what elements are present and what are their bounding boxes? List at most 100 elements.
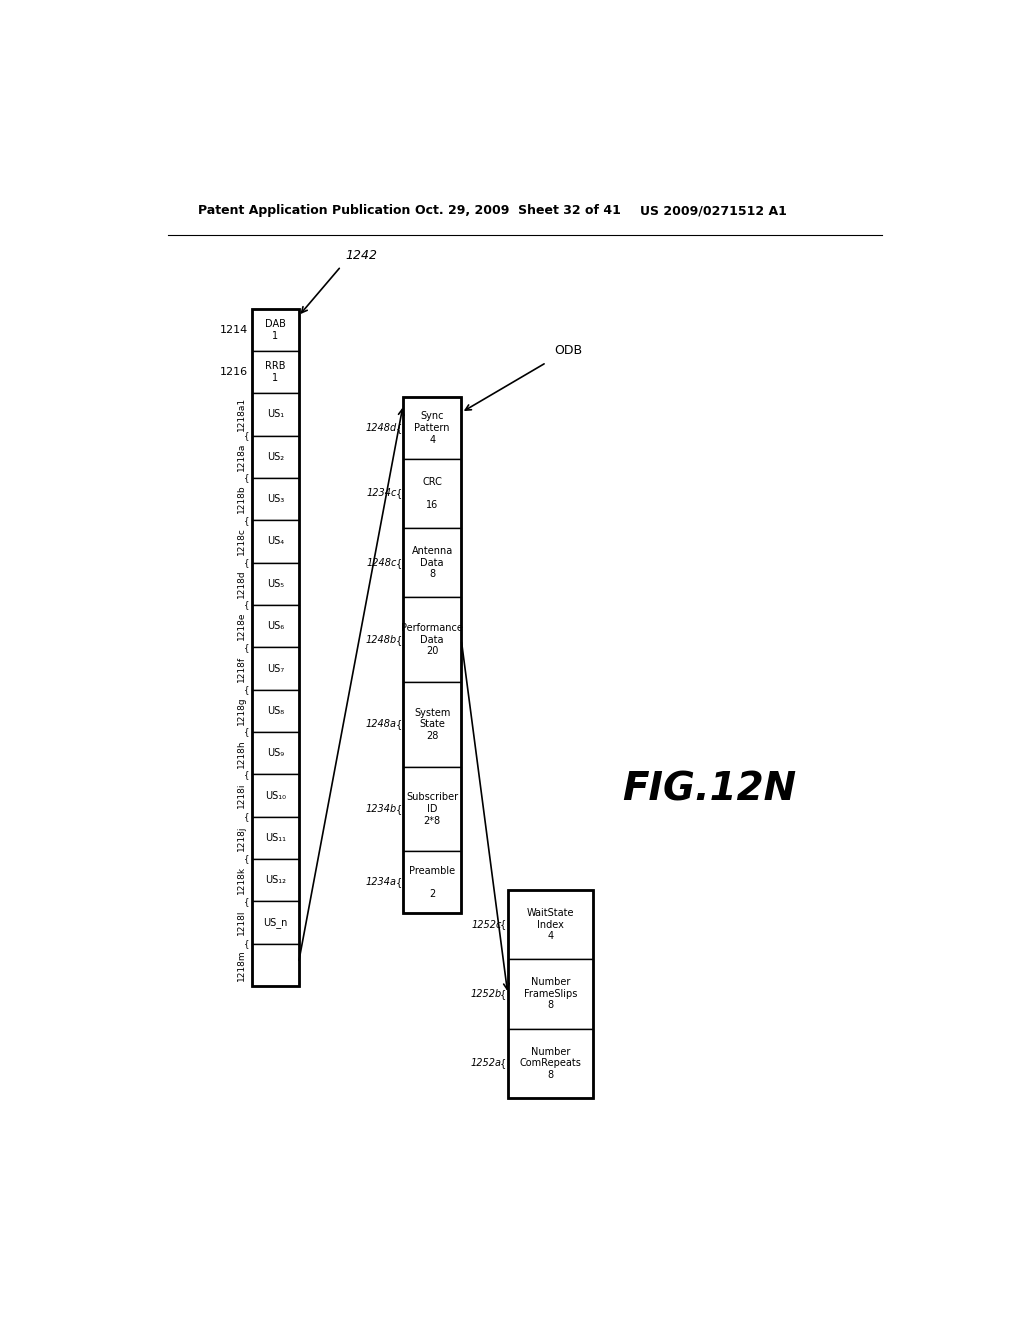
Text: 1252c: 1252c [471, 920, 502, 929]
Text: 1218f: 1218f [237, 656, 246, 681]
Bar [252, 605, 299, 647]
Text: Number
ComRepeats
8: Number ComRepeats 8 [519, 1047, 582, 1080]
Bar [252, 562, 299, 605]
Bar [403, 397, 461, 459]
Bar [508, 890, 593, 960]
Text: 1242: 1242 [345, 249, 377, 263]
Text: 1218d: 1218d [237, 569, 246, 598]
Text: Subscriber
ID
2*8: Subscriber ID 2*8 [407, 792, 459, 825]
Text: {: { [245, 770, 250, 779]
Bar [252, 902, 299, 944]
Text: 1218j: 1218j [237, 825, 246, 850]
Text: Oct. 29, 2009  Sheet 32 of 41: Oct. 29, 2009 Sheet 32 of 41 [415, 205, 621, 218]
Text: 1216: 1216 [220, 367, 248, 378]
Text: {: { [245, 898, 250, 906]
Bar [403, 528, 461, 597]
Text: {: { [245, 727, 250, 737]
Bar [403, 597, 461, 682]
Text: {: { [395, 804, 401, 814]
Bar [252, 351, 299, 393]
Text: RRB
1: RRB 1 [265, 362, 286, 383]
Bar [252, 520, 299, 562]
Bar [252, 689, 299, 733]
Text: US₈: US₈ [266, 706, 284, 715]
Text: 1248c: 1248c [367, 557, 397, 568]
Text: Sync
Pattern
4: Sync Pattern 4 [415, 412, 450, 445]
Bar [252, 436, 299, 478]
Text: 1218e: 1218e [237, 612, 246, 640]
Text: {: { [395, 557, 401, 568]
Bar [252, 478, 299, 520]
Bar [403, 767, 461, 851]
Text: Patent Application Publication: Patent Application Publication [198, 205, 411, 218]
Bar [252, 775, 299, 817]
Text: US_n: US_n [263, 917, 288, 928]
Bar [252, 309, 299, 986]
Text: 1218l: 1218l [237, 909, 246, 936]
Bar [252, 859, 299, 902]
Text: Preamble

2: Preamble 2 [410, 866, 456, 899]
Text: US₁₀: US₁₀ [265, 791, 286, 800]
Bar [403, 682, 461, 767]
Text: 1234b: 1234b [366, 804, 397, 814]
Bar [252, 817, 299, 859]
Text: 1218c: 1218c [237, 528, 246, 556]
Text: US₉: US₉ [266, 748, 284, 758]
Text: {: { [245, 558, 250, 568]
Bar [252, 647, 299, 689]
Text: US₅: US₅ [266, 579, 284, 589]
Text: DAB
1: DAB 1 [265, 319, 286, 341]
Text: US 2009/0271512 A1: US 2009/0271512 A1 [640, 205, 786, 218]
Text: WaitState
Index
4: WaitState Index 4 [526, 908, 574, 941]
Text: FIG.12N: FIG.12N [623, 771, 797, 809]
Text: 1248d: 1248d [366, 422, 397, 433]
Text: {: { [500, 989, 506, 999]
Text: {: { [245, 601, 250, 610]
Text: US₁: US₁ [266, 409, 284, 420]
Text: {: { [245, 940, 250, 948]
Text: {: { [245, 474, 250, 482]
Bar [252, 309, 299, 351]
Bar [252, 733, 299, 775]
Text: {: { [395, 488, 401, 499]
Text: 1218k: 1218k [237, 866, 246, 895]
Bar [403, 459, 461, 528]
Text: 1218i: 1218i [237, 783, 246, 808]
Text: Number
FrameSlips
8: Number FrameSlips 8 [523, 977, 578, 1010]
Text: {: { [245, 812, 250, 821]
Text: {: { [500, 920, 506, 929]
Text: 1218a: 1218a [237, 442, 246, 471]
Text: 1218b: 1218b [237, 484, 246, 513]
Text: {: { [500, 1059, 506, 1068]
Text: {: { [395, 422, 401, 433]
Text: {: { [245, 516, 250, 525]
Text: US₁₁: US₁₁ [265, 833, 286, 843]
Text: 1234a: 1234a [366, 878, 397, 887]
Text: US₆: US₆ [266, 622, 284, 631]
Text: {: { [395, 878, 401, 887]
Text: {: { [395, 635, 401, 644]
Text: 1252b: 1252b [470, 989, 502, 999]
Text: {: { [395, 719, 401, 730]
Text: US₄: US₄ [266, 536, 284, 546]
Text: {: { [245, 685, 250, 694]
Text: Antenna
Data
8: Antenna Data 8 [412, 546, 453, 579]
Text: {: { [245, 432, 250, 440]
Text: CRC

16: CRC 16 [422, 477, 442, 510]
Bar [508, 960, 593, 1028]
Text: US₇: US₇ [266, 664, 284, 673]
Text: ODB: ODB [554, 345, 583, 358]
Text: 1218a1: 1218a1 [237, 397, 246, 432]
Bar [252, 944, 299, 986]
Text: 1248a: 1248a [366, 719, 397, 730]
Text: 1252a: 1252a [471, 1059, 502, 1068]
Text: 1218h: 1218h [237, 739, 246, 767]
Bar [508, 1028, 593, 1098]
Text: 1218g: 1218g [237, 697, 246, 725]
Text: 1248b: 1248b [366, 635, 397, 644]
Bar [252, 393, 299, 436]
Text: US₂: US₂ [266, 451, 284, 462]
Bar [403, 397, 461, 913]
Text: {: { [245, 854, 250, 863]
Text: 1234c: 1234c [367, 488, 397, 499]
